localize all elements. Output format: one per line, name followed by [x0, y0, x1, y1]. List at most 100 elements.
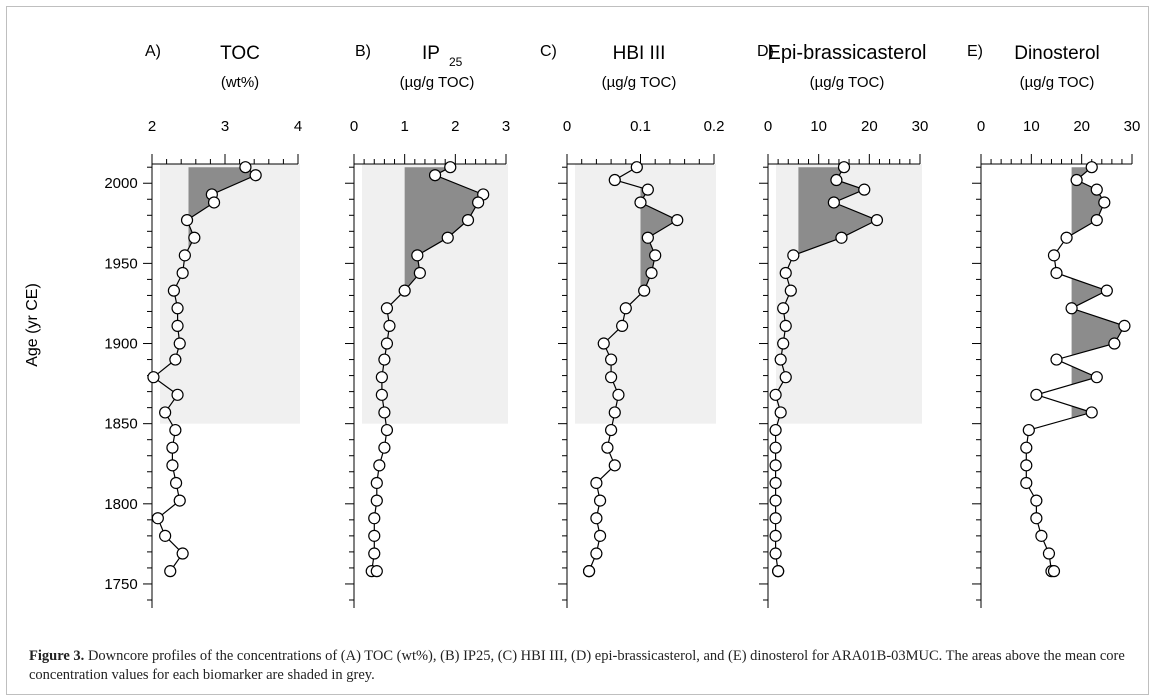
data-point [612, 388, 625, 401]
data-point [1085, 161, 1098, 174]
x-tick-label: 0 [764, 118, 772, 135]
x-tick-label: 20 [1073, 118, 1090, 135]
data-point [774, 406, 787, 419]
data-point [1047, 565, 1061, 578]
panel-title: Epi-brassicasterol [768, 42, 927, 64]
data-point [835, 231, 848, 244]
data-point [601, 441, 614, 454]
x-tick-label: 3 [221, 118, 229, 135]
data-point [176, 547, 189, 560]
x-tick-label: 1 [400, 118, 408, 135]
data-point [380, 423, 394, 437]
data-point [147, 371, 160, 384]
above-mean-shading [1071, 278, 1125, 356]
panel-unit: (µg/g TOC) [1020, 74, 1095, 91]
figure-caption: Figure 3. Downcore profiles of the conce… [29, 647, 1139, 685]
x-tick-label: 3 [502, 118, 510, 135]
data-point [173, 494, 186, 507]
data-point [164, 565, 177, 578]
data-point [590, 476, 603, 490]
x-tick-label: 10 [810, 118, 827, 135]
data-point [171, 319, 184, 332]
above-mean-shading [188, 167, 256, 220]
data-point [769, 388, 782, 401]
x-tick-label: 0.2 [704, 118, 725, 135]
panel-4: D)Epi-brassicasterol (µg/g TOC) 0 10 20 30 [757, 42, 928, 608]
data-point [593, 529, 607, 542]
data-point [1030, 388, 1043, 401]
data-point [1070, 173, 1083, 187]
x-tick-label: 20 [861, 118, 878, 135]
data-point [378, 406, 391, 419]
x-tick-label: 2 [451, 118, 459, 135]
age-tick-label: 2000 [104, 175, 137, 192]
data-point [769, 529, 782, 542]
data-point [608, 406, 621, 419]
data-point [370, 494, 383, 507]
data-point [171, 388, 184, 401]
data-point [176, 266, 189, 280]
age-tick-label: 1950 [104, 255, 137, 272]
data-point [769, 547, 782, 560]
data-point [604, 371, 618, 384]
above-mean-shading [1071, 366, 1097, 385]
age-tick-label: 1750 [104, 576, 137, 593]
panel-title: TOC [220, 43, 260, 64]
panel-1: A) TOC (wt%) 2 3 4 [143, 43, 302, 608]
background-band [160, 164, 300, 424]
data-point [593, 494, 607, 507]
data-point [641, 183, 654, 196]
data-point [1030, 494, 1043, 507]
x-tick-label: 10 [1023, 118, 1040, 135]
data-point [239, 161, 252, 174]
data-point [151, 512, 164, 525]
data-point [634, 196, 647, 209]
data-point [178, 249, 191, 262]
data-point [370, 565, 383, 578]
panel-letter: B) [355, 43, 371, 60]
data-point [380, 302, 394, 315]
data-point [1035, 529, 1048, 542]
data-point [582, 565, 596, 578]
data-point [671, 214, 684, 227]
panels: A) TOC (wt%) 2 3 4 B) IP 25 (µg/g TOC) 0 1 2 3 C) HBI I… [143, 42, 1140, 608]
data-point [398, 284, 411, 297]
data-point [1090, 214, 1103, 227]
data-point [777, 337, 790, 350]
data-point [649, 249, 662, 262]
panel-3: C) HBI III (µg/g TOC) 0 0.1 0.2 [540, 43, 724, 608]
background-band [776, 164, 922, 424]
data-point [779, 266, 792, 280]
data-point [1065, 302, 1078, 315]
data-point [608, 173, 621, 187]
panel-unit: (wt%) [221, 74, 259, 91]
data-point [1050, 266, 1063, 280]
data-point [169, 353, 182, 366]
data-point [608, 459, 621, 472]
data-point [638, 284, 651, 297]
x-tick-label: 0 [563, 118, 571, 135]
panel-title: Dinosterol [1014, 43, 1100, 64]
data-point [173, 337, 186, 350]
data-point [769, 512, 782, 525]
x-tick-label: 4 [294, 118, 302, 135]
data-point [169, 476, 183, 490]
data-point [1100, 284, 1113, 297]
data-point [777, 302, 790, 315]
x-tick-label: 0 [977, 118, 985, 135]
data-point [641, 231, 654, 244]
age-tick-label: 1850 [104, 416, 137, 433]
data-point [207, 196, 221, 209]
data-point [167, 284, 180, 297]
data-point [383, 319, 396, 332]
data-point [597, 337, 610, 350]
data-point [444, 161, 457, 174]
data-point [413, 266, 426, 280]
data-point [1022, 423, 1035, 437]
data-point [1118, 319, 1131, 332]
data-point [188, 231, 201, 244]
data-point [166, 459, 179, 472]
data-point [428, 169, 442, 182]
caption-text: Downcore profiles of the concentrations … [29, 648, 1125, 683]
data-point [1042, 547, 1056, 560]
